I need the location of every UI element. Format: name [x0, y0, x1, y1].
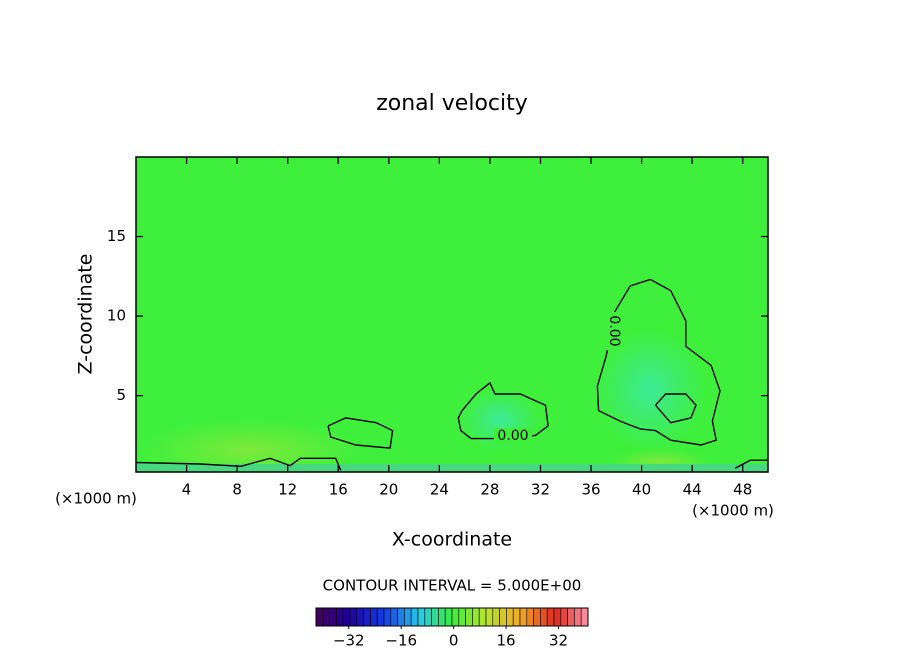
- contour-label: 0.00: [497, 428, 528, 444]
- colorbar-tick-label: 32: [549, 632, 568, 650]
- contour-line: [596, 278, 721, 446]
- x-tick-label: 12: [278, 481, 297, 499]
- x-tick-label: 40: [632, 481, 651, 499]
- y-axis-label: Z-coordinate: [75, 254, 97, 375]
- contour-label-bg: [606, 312, 622, 350]
- colorbar-swatch: [376, 607, 385, 627]
- colorbar-swatch: [465, 607, 473, 627]
- colorbar-swatch: [342, 607, 351, 627]
- y-tick-label: 10: [107, 307, 126, 325]
- colorbar-swatch: [526, 607, 534, 627]
- colorbar-swatch: [472, 607, 480, 627]
- colorbar-swatch: [512, 607, 521, 627]
- colorbar-swatch: [404, 607, 412, 627]
- x-tick-label: 36: [581, 481, 600, 499]
- field-shading: [136, 330, 768, 472]
- x-tick-label: 44: [683, 481, 702, 499]
- colorbar-swatch: [560, 607, 568, 627]
- colorbar-swatch: [458, 607, 466, 627]
- colorbar-swatch: [315, 607, 324, 627]
- colorbar-swatch: [580, 607, 589, 627]
- colorbar-swatch: [417, 607, 426, 627]
- colorbar-swatch: [519, 607, 528, 627]
- colorbar-swatch: [410, 607, 419, 627]
- x-tick-label: 48: [733, 481, 752, 499]
- colorbar-swatch: [574, 607, 582, 627]
- colorbar-swatch: [390, 607, 398, 627]
- contour-label-bg: [494, 428, 532, 444]
- colorbar-swatch: [444, 607, 453, 627]
- colorbar-swatch: [540, 607, 548, 627]
- colorbar-swatch: [356, 607, 364, 627]
- colorbar-swatch: [553, 607, 562, 627]
- colorbar-swatch: [363, 607, 371, 627]
- plot-frame: [135, 156, 769, 473]
- colorbar-swatch: [336, 607, 344, 627]
- x-tick-label: 28: [480, 481, 499, 499]
- x-unit: (×1000 m): [692, 502, 774, 520]
- colorbar-swatch: [431, 607, 439, 627]
- x-tick-label: 8: [232, 481, 242, 499]
- colorbar-swatch: [370, 607, 378, 627]
- colorbar-swatch: [383, 607, 392, 627]
- contour-line: [734, 459, 768, 469]
- x-tick-label: 20: [379, 481, 398, 499]
- colorbar-swatch: [329, 607, 337, 627]
- y-tick-label: 5: [116, 386, 126, 404]
- colorbar-swatch: [567, 607, 575, 627]
- contour-line: [654, 393, 697, 424]
- colorbar-swatch: [349, 607, 358, 627]
- contour-line: [136, 457, 342, 471]
- y-tick-label: 15: [107, 227, 126, 245]
- contour-line: [327, 417, 394, 449]
- x-tick-label: 32: [531, 481, 550, 499]
- y-unit: (×1000 m): [55, 490, 137, 508]
- contour-line: [457, 381, 549, 440]
- colorbar-frame: [315, 607, 589, 627]
- colorbar-tick-label: −16: [385, 632, 417, 650]
- colorbar-swatch: [533, 607, 541, 627]
- colorbar-swatch: [451, 607, 460, 627]
- chart-title: zonal velocity: [376, 91, 528, 116]
- contour-interval: CONTOUR INTERVAL = 5.000E+00: [323, 577, 582, 595]
- colorbar-swatch: [424, 607, 432, 627]
- contours: [136, 278, 768, 471]
- colorbar-tick-label: 16: [497, 632, 516, 650]
- x-tick-label: 16: [329, 481, 348, 499]
- colorbar-swatch: [546, 607, 555, 627]
- colorbar-swatch: [485, 607, 494, 627]
- colorbar-swatch: [438, 607, 446, 627]
- x-tick-label: 24: [430, 481, 449, 499]
- x-axis-label: X-coordinate: [392, 529, 512, 551]
- colorbar-swatch: [478, 607, 487, 627]
- colorbar-swatch: [506, 607, 514, 627]
- colorbar-swatch: [492, 607, 500, 627]
- colorbar-swatch: [499, 607, 507, 627]
- colorbar-swatch: [322, 607, 330, 627]
- contour-label: 0.00: [606, 315, 622, 346]
- x-tick-label: 4: [182, 481, 192, 499]
- colorbar-swatch: [397, 607, 405, 627]
- colorbar-tick-label: −32: [333, 632, 365, 650]
- colorbar-tick-label: 0: [449, 632, 459, 650]
